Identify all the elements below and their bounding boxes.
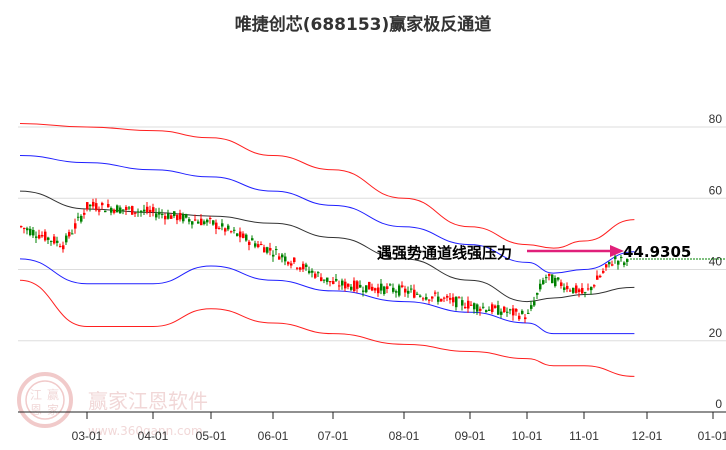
x-tick-label: 01-01 [698, 429, 726, 443]
svg-text:恩: 恩 [30, 403, 42, 417]
y-tick-label: 0 [715, 397, 722, 411]
y-tick-label: 60 [709, 183, 723, 197]
x-tick-label: 10-01 [512, 429, 543, 443]
x-tick-label: 09-01 [455, 429, 486, 443]
pressure-price: 44.9305 [623, 243, 691, 261]
y-axis: 0 20 40 60 80 [709, 112, 723, 411]
x-tick-label: 11-01 [569, 429, 599, 443]
upper-inner-line [19, 155, 635, 274]
x-axis: 03-01 04-01 05-01 06-01 07-01 08-01 09-01 10-01… [72, 412, 726, 443]
svg-text:江: 江 [30, 388, 42, 402]
svg-text:赢: 赢 [47, 387, 59, 402]
gridlines [18, 126, 726, 342]
candlesticks [20, 198, 629, 323]
x-tick-label: 03-01 [72, 429, 103, 443]
y-tick-label: 80 [709, 112, 723, 126]
pressure-label: 遇强势通道线强压力 [377, 244, 512, 262]
upper-outer-line [19, 122, 635, 249]
y-tick-label: 40 [709, 255, 723, 269]
channel-lines [19, 122, 635, 377]
y-tick-label: 20 [709, 326, 723, 340]
x-tick-label: 05-01 [196, 429, 227, 443]
x-tick-label: 12-01 [632, 429, 663, 443]
x-tick-label: 06-01 [258, 429, 289, 443]
svg-text:家: 家 [47, 402, 59, 417]
watermark-brand: 赢家江恩软件 [88, 389, 208, 413]
watermark: 江 赢 恩 家 赢家江恩软件 www.360gann.com [17, 372, 208, 438]
x-tick-label: 08-01 [389, 429, 420, 443]
arrow-head-icon [610, 245, 624, 257]
middle-line [19, 190, 635, 303]
watermark-url: www.360gann.com [88, 424, 203, 438]
chart-title: 唯捷创芯(688153)赢家极反通道 [234, 15, 492, 35]
x-tick-label: 04-01 [138, 429, 169, 443]
lower-inner-line [19, 258, 635, 335]
x-tick-label: 07-01 [318, 429, 349, 443]
lower-outer-line [19, 279, 635, 377]
